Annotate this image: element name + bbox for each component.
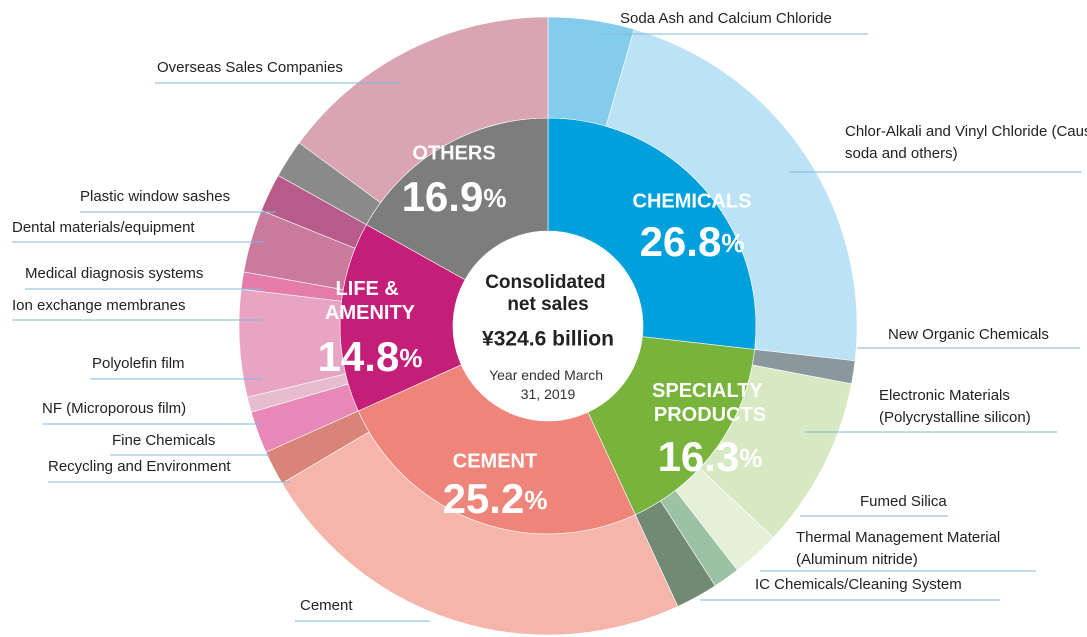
sub-label: IC Chemicals/Cleaning System — [755, 576, 962, 593]
sub-label: Soda Ash and Calcium Chloride — [620, 10, 832, 27]
center-disc — [453, 231, 643, 421]
sub-label: Ion exchange membranes — [12, 297, 185, 314]
sub-label: Thermal Management Material (Aluminum ni… — [796, 529, 1004, 568]
center-note: Year ended March 31, 2019 — [489, 367, 607, 402]
sub-label: NF (Microporous film) — [42, 400, 186, 417]
category-label: OTHERS — [412, 142, 495, 164]
percent-label: 25.2% — [443, 475, 548, 522]
sub-segment — [605, 28, 858, 362]
center-value: ¥324.6 billion — [482, 328, 614, 351]
rings — [238, 16, 858, 636]
sub-segment — [281, 431, 679, 636]
sub-label: Cement — [300, 597, 353, 614]
sub-label: Polyolefin film — [92, 355, 185, 372]
sub-label: Dental materials/equipment — [12, 219, 195, 236]
sub-label: Plastic window sashes — [80, 188, 230, 205]
sub-label: Fine Chemicals — [112, 432, 215, 449]
category-label: LIFE & AMENITY — [325, 278, 416, 324]
sub-label: New Organic Chemicals — [888, 326, 1049, 343]
percent-label: 16.3% — [658, 433, 763, 480]
percent-label: 16.9% — [402, 173, 507, 220]
category-label: SPECIALTY PRODUCTS — [652, 380, 768, 426]
category-label: CHEMICALS — [633, 190, 752, 212]
sub-label: Overseas Sales Companies — [157, 59, 343, 76]
sub-segment — [298, 16, 549, 204]
sub-label: Recycling and Environment — [48, 458, 231, 475]
center-title: Consolidated net sales — [485, 272, 611, 315]
percent-label: 14.8% — [318, 333, 423, 380]
sub-label: Electronic Materials (Polycrystalline si… — [879, 387, 1031, 426]
sub-label: Medical diagnosis systems — [25, 265, 203, 282]
sub-label: Fumed Silica — [860, 493, 947, 510]
sub-label: Chlor-Alkali and Vinyl Chloride (Caustic… — [845, 123, 1087, 162]
category-label: CEMENT — [453, 450, 537, 472]
percent-label: 26.8% — [640, 218, 745, 265]
